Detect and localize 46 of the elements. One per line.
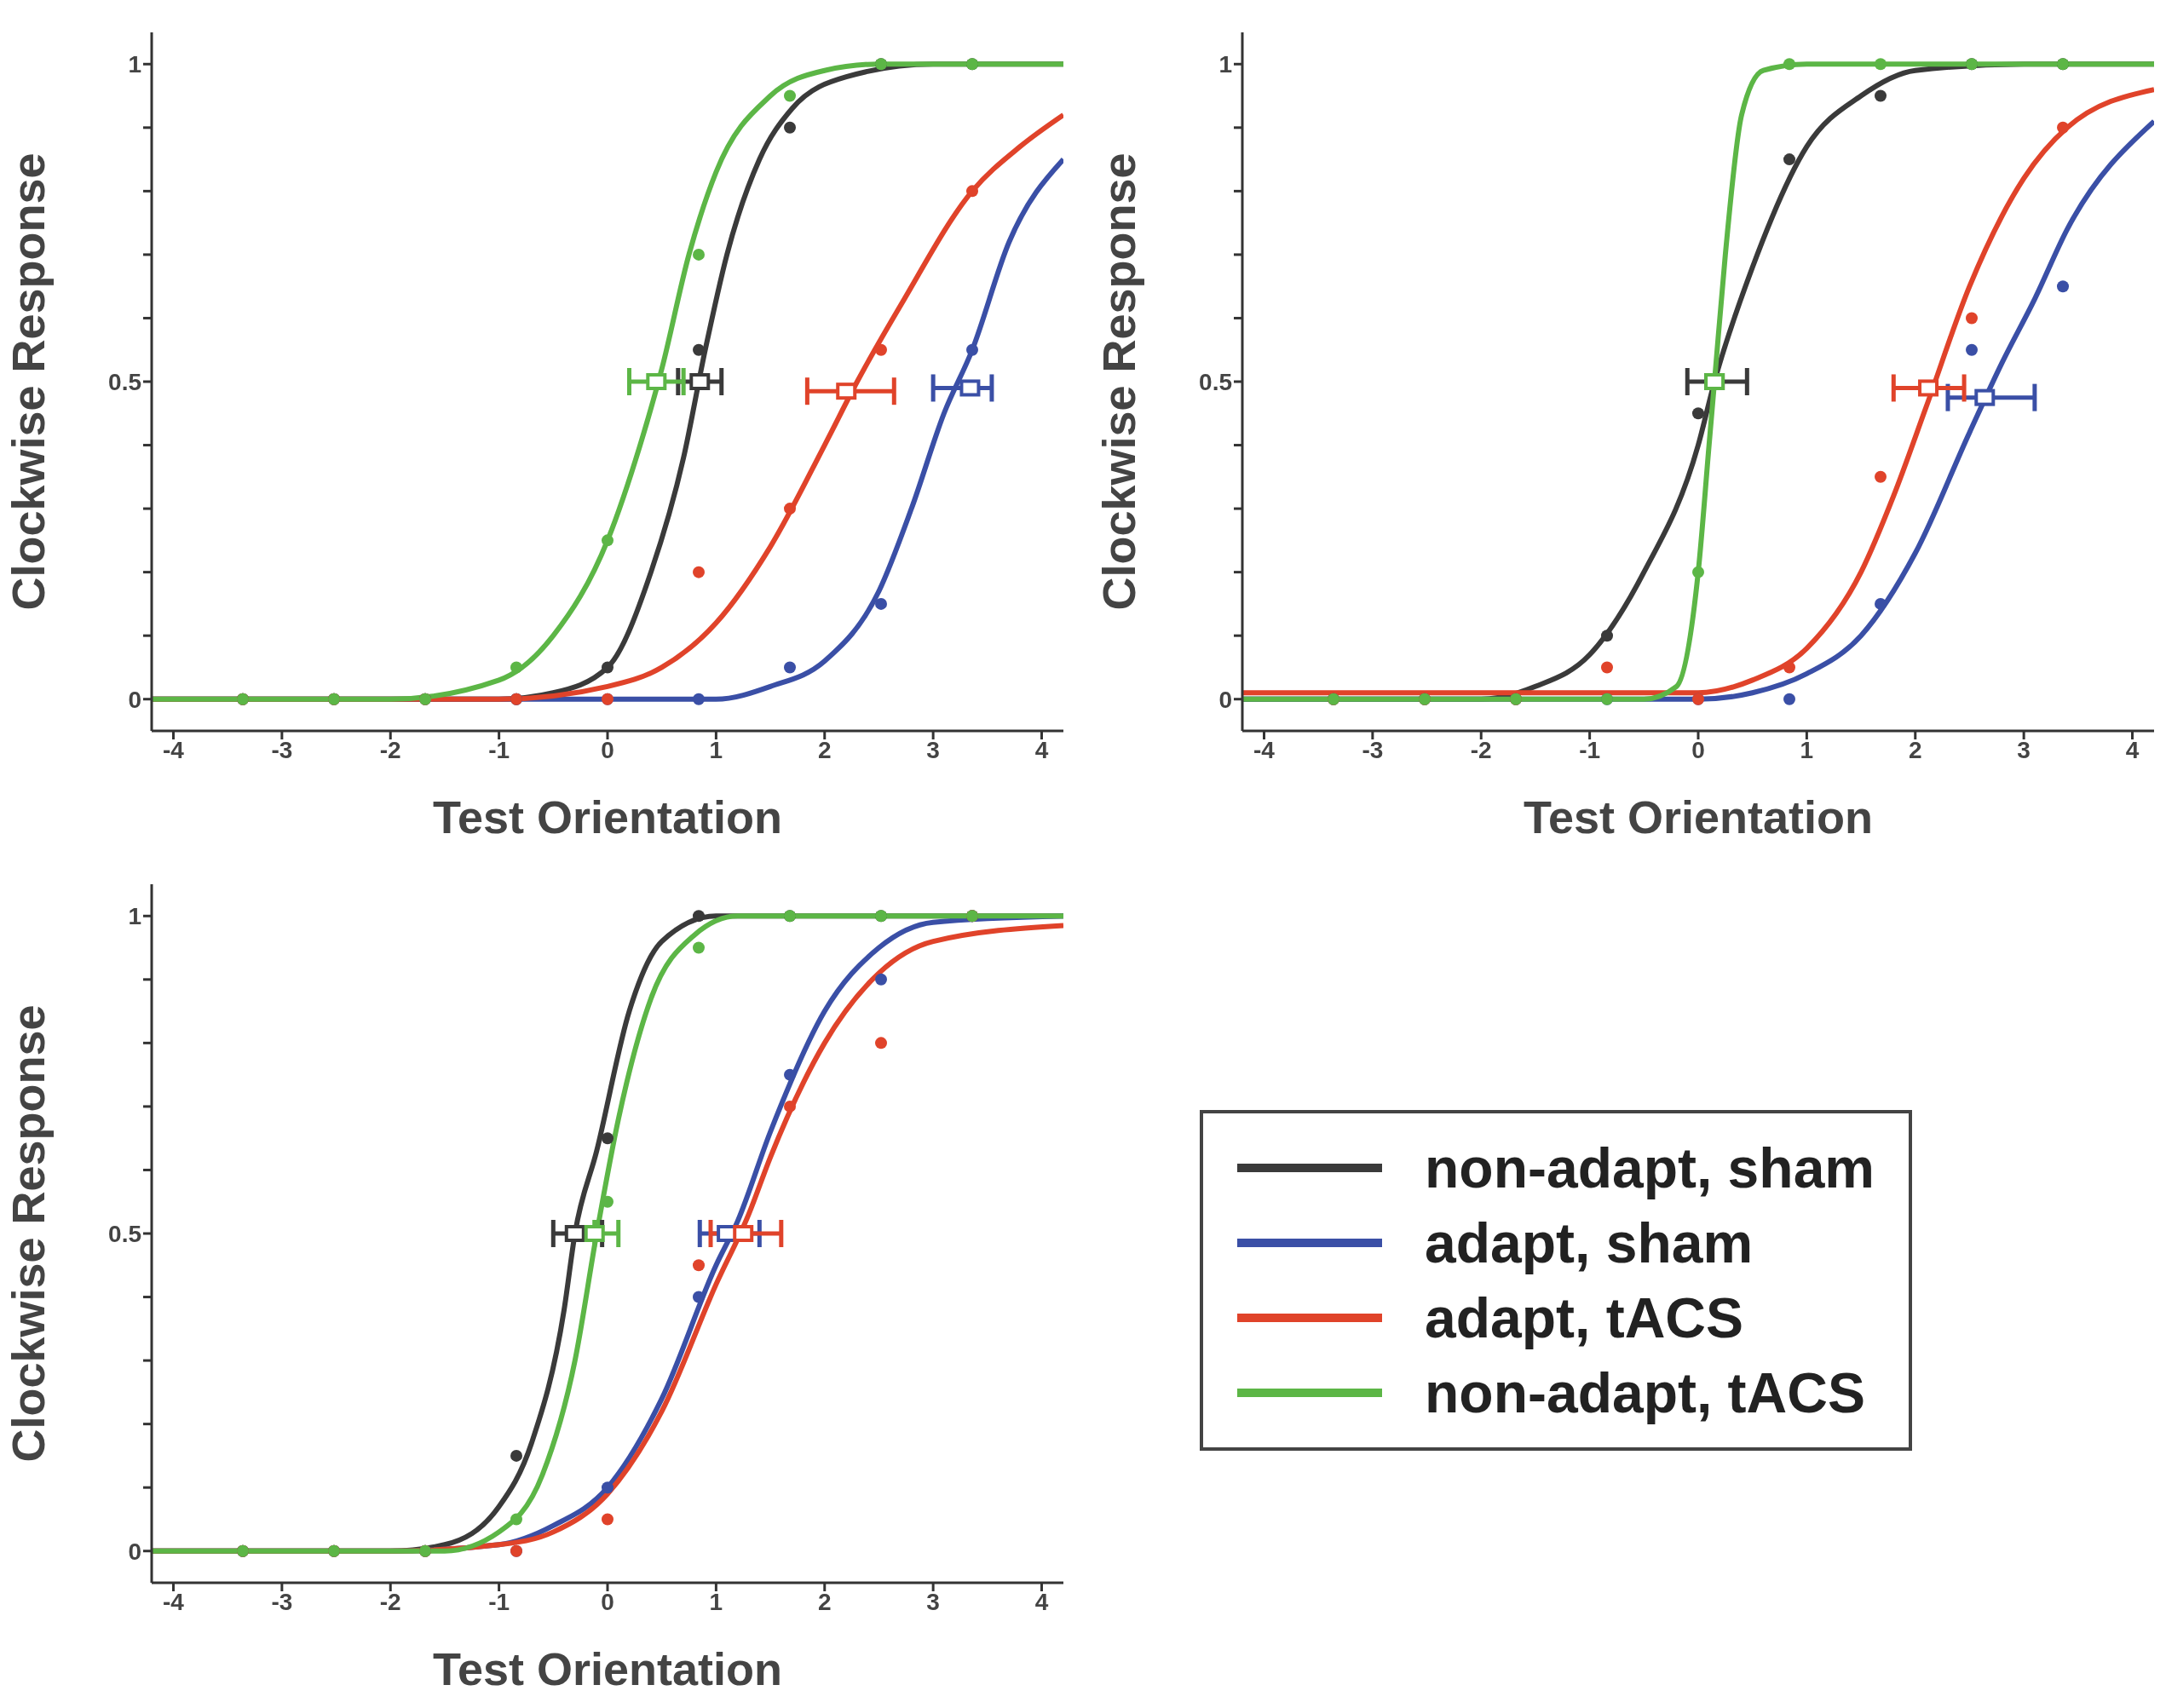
x-tick-label: -1	[488, 1588, 510, 1615]
x-tick-label: 3	[926, 1588, 940, 1615]
x-tick-label: -3	[271, 1588, 293, 1615]
x-tick-label: 1	[709, 1588, 723, 1615]
y-tick-label: 0	[1218, 686, 1232, 713]
x-tick-label: -3	[271, 736, 293, 763]
legend-label: adapt, tACS	[1425, 1285, 1744, 1350]
x-tick-label: 4	[2125, 736, 2140, 763]
x-tick-label: -2	[1470, 736, 1492, 763]
legend-label: non-adapt, tACS	[1425, 1360, 1865, 1425]
x-tick-label: 3	[2017, 736, 2031, 763]
x-tick-label: -4	[163, 736, 185, 763]
x-tick-label: 0	[601, 1588, 614, 1615]
y-tick-label: 0	[128, 1538, 141, 1565]
x-tick-label: -2	[379, 736, 401, 763]
y-tick-label: 0.5	[1199, 368, 1232, 395]
y-axis-title: Clockwise Response	[3, 1004, 55, 1463]
x-tick-label: -4	[1253, 736, 1276, 763]
x-tick-label: 2	[817, 736, 832, 763]
x-tick-label: -4	[163, 1588, 185, 1615]
x-axis-title: Test Orientation	[432, 1643, 783, 1694]
x-axis-title: Test Orientation	[1523, 791, 1874, 842]
y-axis-title: Clockwise Response	[3, 152, 55, 611]
x-tick-label: 1	[1800, 736, 1814, 763]
legend-label: adapt, sham	[1425, 1211, 1754, 1275]
y-tick-label: 0.5	[108, 1220, 141, 1247]
y-tick-label: 1	[128, 51, 141, 78]
x-tick-label: 3	[926, 736, 940, 763]
y-tick-label: 0	[128, 686, 141, 713]
legend-label: non-adapt, sham	[1425, 1136, 1875, 1200]
x-tick-label: 2	[817, 1588, 832, 1615]
x-tick-label: -1	[488, 736, 510, 763]
y-tick-label: 0.5	[108, 368, 141, 395]
x-tick-label: 0	[1691, 736, 1705, 763]
y-tick-label: 1	[128, 903, 141, 930]
x-tick-label: -1	[1579, 736, 1601, 763]
x-tick-label: 2	[1908, 736, 1922, 763]
x-tick-label: 0	[601, 736, 614, 763]
x-axis-title: Test Orientation	[432, 791, 783, 842]
x-tick-label: 1	[709, 736, 723, 763]
y-tick-label: 1	[1218, 51, 1232, 78]
x-tick-label: 4	[1034, 1588, 1049, 1615]
x-tick-label: 4	[1034, 736, 1049, 763]
x-tick-label: -2	[379, 1588, 401, 1615]
x-tick-label: -3	[1362, 736, 1384, 763]
y-axis-title: Clockwise Response	[1093, 152, 1145, 611]
